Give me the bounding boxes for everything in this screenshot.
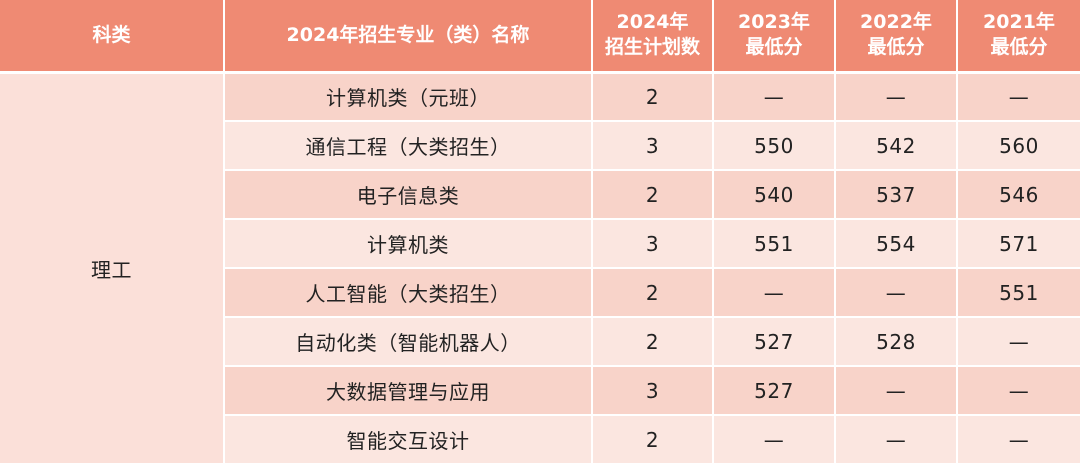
plan-cell: 2 [592,72,714,122]
plan-cell: 2 [592,317,714,367]
table-row: 智能交互设计 2 — — — [0,415,1080,465]
header-category: 科类 [0,0,225,74]
score-2023-cell: — [713,268,836,318]
score-2021-cell: — [957,317,1080,367]
score-2021-cell: — [957,72,1080,122]
score-2022-cell: 542 [835,121,958,171]
plan-cell: 3 [592,121,714,171]
score-2023-cell: — [713,415,836,465]
plan-cell: 2 [592,170,714,220]
major-cell: 自动化类（智能机器人） [224,317,593,367]
score-2022-cell: — [835,366,958,416]
plan-cell: 3 [592,366,714,416]
score-2022-cell: — [835,415,958,465]
header-score-2021: 2021年 最低分 [957,0,1080,74]
header-row: 科类 2024年招生专业（类）名称 2024年 招生计划数 2023年 最低分 … [0,0,1080,74]
score-2021-cell: 551 [957,268,1080,318]
score-2022-cell: — [835,72,958,122]
score-2023-cell: — [713,72,836,122]
score-2023-cell: 527 [713,366,836,416]
score-2022-cell: 537 [835,170,958,220]
table-row: 大数据管理与应用 3 527 — — [0,366,1080,416]
score-2021-cell: 560 [957,121,1080,171]
score-2022-cell: 528 [835,317,958,367]
score-2023-cell: 527 [713,317,836,367]
table-row: 理工 计算机类（元班） 2 — — — [0,72,1080,465]
category-cell: 理工 [0,72,225,465]
score-2023-cell: 551 [713,219,836,269]
table-row: 通信工程（大类招生） 3 550 542 560 [0,121,1080,171]
score-2021-cell: — [957,415,1080,465]
score-2021-cell: 571 [957,219,1080,269]
table-row: 计算机类 3 551 554 571 [0,219,1080,269]
major-cell: 电子信息类 [224,170,593,220]
plan-cell: 3 [592,219,714,269]
score-2023-cell: 550 [713,121,836,171]
score-2023-cell: 540 [713,170,836,220]
major-cell: 计算机类（元班） [224,72,593,122]
table-row: 人工智能（大类招生） 2 — — 551 [0,268,1080,318]
score-2022-cell: — [835,268,958,318]
major-cell: 人工智能（大类招生） [224,268,593,318]
plan-cell: 2 [592,268,714,318]
score-2022-cell: 554 [835,219,958,269]
header-plan-2024: 2024年 招生计划数 [592,0,714,74]
score-2021-cell: 546 [957,170,1080,220]
header-score-2022: 2022年 最低分 [835,0,958,74]
header-major: 2024年招生专业（类）名称 [224,0,593,74]
plan-cell: 2 [592,415,714,465]
header-score-2023: 2023年 最低分 [713,0,836,74]
major-cell: 通信工程（大类招生） [224,121,593,171]
major-cell: 智能交互设计 [224,415,593,465]
table-row: 自动化类（智能机器人） 2 527 528 — [0,317,1080,367]
major-cell: 大数据管理与应用 [224,366,593,416]
score-2021-cell: — [957,366,1080,416]
major-cell: 计算机类 [224,219,593,269]
table-row: 电子信息类 2 540 537 546 [0,170,1080,220]
